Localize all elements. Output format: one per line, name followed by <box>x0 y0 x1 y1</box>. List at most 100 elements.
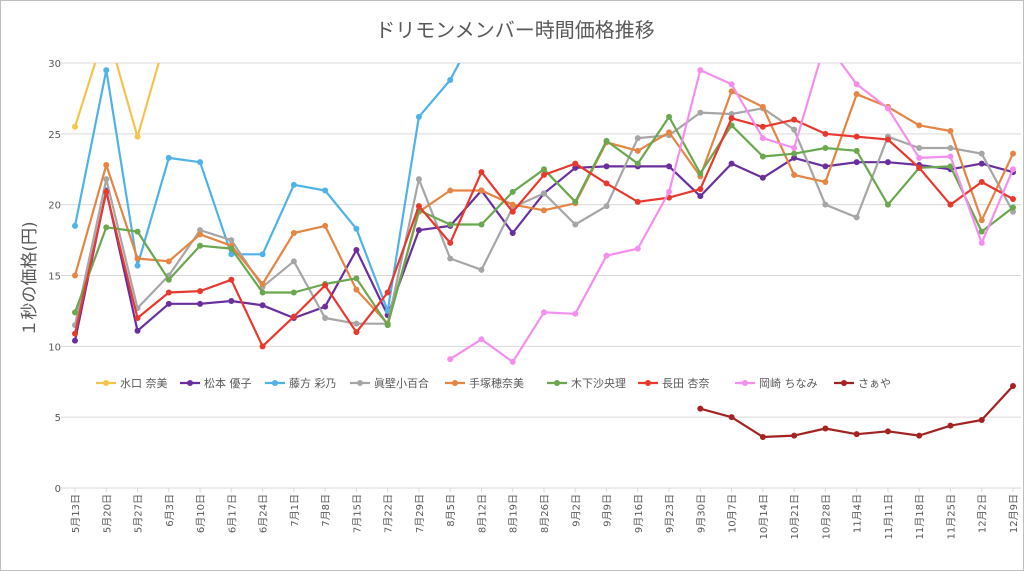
data-point <box>728 81 735 88</box>
data-point <box>353 275 360 282</box>
series-8 <box>697 383 1016 440</box>
data-point <box>259 289 266 296</box>
data-point <box>447 77 454 83</box>
data-point <box>697 109 704 116</box>
data-point <box>384 322 391 329</box>
data-point <box>728 414 735 421</box>
data-point <box>1010 208 1016 215</box>
data-point <box>572 310 579 317</box>
legend-marker <box>452 380 458 386</box>
data-point <box>197 227 204 234</box>
legend-item: 木下沙央理 <box>547 377 626 390</box>
data-point <box>666 113 673 120</box>
legend-label: さぁや <box>858 377 891 390</box>
x-tick-label: 11月11日 <box>883 494 895 539</box>
y-tick-label: 20 <box>48 201 61 212</box>
data-point <box>791 154 798 161</box>
data-point <box>541 207 547 214</box>
data-point <box>353 247 360 253</box>
series-lines <box>72 25 1016 440</box>
data-point <box>666 129 673 136</box>
data-point <box>853 431 860 438</box>
data-point <box>791 145 798 151</box>
data-point <box>791 116 798 123</box>
data-point <box>916 432 923 439</box>
data-point <box>134 133 141 140</box>
data-point <box>978 179 985 185</box>
y-tick-label: 10 <box>48 342 61 353</box>
data-point <box>572 164 579 171</box>
data-point <box>634 160 641 167</box>
data-point <box>165 276 172 283</box>
legend-label: 水口 奈美 <box>120 376 168 390</box>
data-point <box>759 153 766 160</box>
x-tick-label: 11月4日 <box>852 494 864 533</box>
data-point <box>759 103 766 110</box>
data-point <box>822 163 829 170</box>
data-point <box>978 228 985 235</box>
data-point <box>916 154 923 161</box>
data-point <box>322 315 329 321</box>
series-line <box>73 107 1014 326</box>
x-tick-label: 6月24日 <box>258 494 270 533</box>
data-point <box>1010 383 1016 389</box>
data-point <box>853 81 860 88</box>
y-tick-label: 15 <box>48 272 61 283</box>
data-point <box>603 137 610 144</box>
data-point <box>1010 196 1016 202</box>
x-tick-label: 6月17日 <box>226 494 238 533</box>
data-point <box>166 25 172 31</box>
data-point <box>791 171 798 178</box>
chart-title: ドリモンメンバー時間価格推移 <box>375 18 654 42</box>
data-point <box>728 160 735 167</box>
data-point <box>603 203 610 210</box>
data-point <box>353 320 360 327</box>
data-point <box>697 186 704 193</box>
data-point <box>978 150 985 157</box>
legend-item: 手塚穂奈美 <box>445 376 524 390</box>
data-point <box>197 159 204 166</box>
data-point <box>478 221 485 228</box>
data-point <box>822 130 829 137</box>
data-point <box>353 329 360 336</box>
series-0 <box>72 25 172 140</box>
x-tick-label: 8月5日 <box>445 494 457 527</box>
data-point <box>697 405 704 412</box>
x-tick-label: 10月21日 <box>789 494 801 539</box>
series-line <box>700 385 1014 439</box>
data-point <box>447 356 454 363</box>
data-point <box>259 302 266 309</box>
data-point <box>447 187 454 194</box>
x-tick-label: 10月14日 <box>758 494 770 539</box>
data-point <box>541 171 547 178</box>
data-point <box>634 147 641 154</box>
data-point <box>634 245 641 252</box>
data-point <box>322 303 329 310</box>
data-point <box>853 91 860 98</box>
x-tick-label: 10月28日 <box>820 494 832 539</box>
y-tick-label: 30 <box>48 59 61 70</box>
data-point <box>791 150 798 157</box>
data-point <box>415 227 422 234</box>
x-tick-label: 8月12日 <box>476 494 488 533</box>
series-line <box>73 63 160 138</box>
data-point <box>509 208 516 215</box>
legend-item: 水口 奈美 <box>96 376 168 390</box>
legend-item: 松本 優子 <box>180 376 252 390</box>
data-point <box>415 203 422 210</box>
legend-marker <box>645 380 651 386</box>
data-point <box>603 252 610 259</box>
data-point <box>947 422 954 429</box>
data-point <box>509 201 516 208</box>
x-tick-label: 6月3日 <box>164 494 176 527</box>
data-point <box>165 289 172 296</box>
data-point <box>290 181 297 188</box>
data-point <box>103 176 110 183</box>
data-point <box>728 111 735 117</box>
data-point <box>259 281 266 287</box>
y-axis-label: １秒の価格(円) <box>20 221 40 336</box>
data-point <box>822 179 829 185</box>
data-point <box>478 336 485 343</box>
data-point <box>697 170 704 177</box>
